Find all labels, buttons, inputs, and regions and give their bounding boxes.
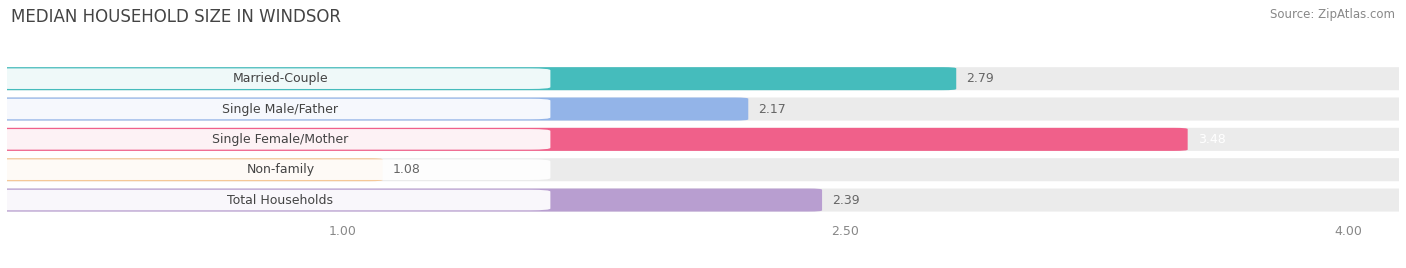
Text: MEDIAN HOUSEHOLD SIZE IN WINDSOR: MEDIAN HOUSEHOLD SIZE IN WINDSOR — [11, 8, 342, 26]
FancyBboxPatch shape — [0, 68, 550, 89]
FancyBboxPatch shape — [0, 128, 1406, 151]
FancyBboxPatch shape — [0, 129, 550, 150]
Text: Source: ZipAtlas.com: Source: ZipAtlas.com — [1270, 8, 1395, 21]
Text: 2.39: 2.39 — [832, 193, 859, 207]
FancyBboxPatch shape — [0, 158, 1406, 181]
FancyBboxPatch shape — [0, 158, 382, 181]
FancyBboxPatch shape — [0, 67, 1406, 90]
FancyBboxPatch shape — [0, 188, 823, 211]
FancyBboxPatch shape — [0, 99, 550, 119]
Text: Total Households: Total Households — [228, 193, 333, 207]
Text: Married-Couple: Married-Couple — [232, 72, 328, 85]
FancyBboxPatch shape — [0, 188, 1406, 211]
FancyBboxPatch shape — [0, 128, 1188, 151]
Text: 3.48: 3.48 — [1198, 133, 1226, 146]
FancyBboxPatch shape — [0, 159, 550, 180]
Text: Single Female/Mother: Single Female/Mother — [212, 133, 349, 146]
FancyBboxPatch shape — [0, 67, 956, 90]
Text: 2.79: 2.79 — [966, 72, 994, 85]
Text: 2.17: 2.17 — [758, 103, 786, 116]
FancyBboxPatch shape — [0, 98, 748, 121]
Text: 1.08: 1.08 — [392, 163, 420, 176]
Text: Non-family: Non-family — [246, 163, 315, 176]
FancyBboxPatch shape — [0, 98, 1406, 121]
FancyBboxPatch shape — [0, 190, 550, 210]
Text: Single Male/Father: Single Male/Father — [222, 103, 339, 116]
